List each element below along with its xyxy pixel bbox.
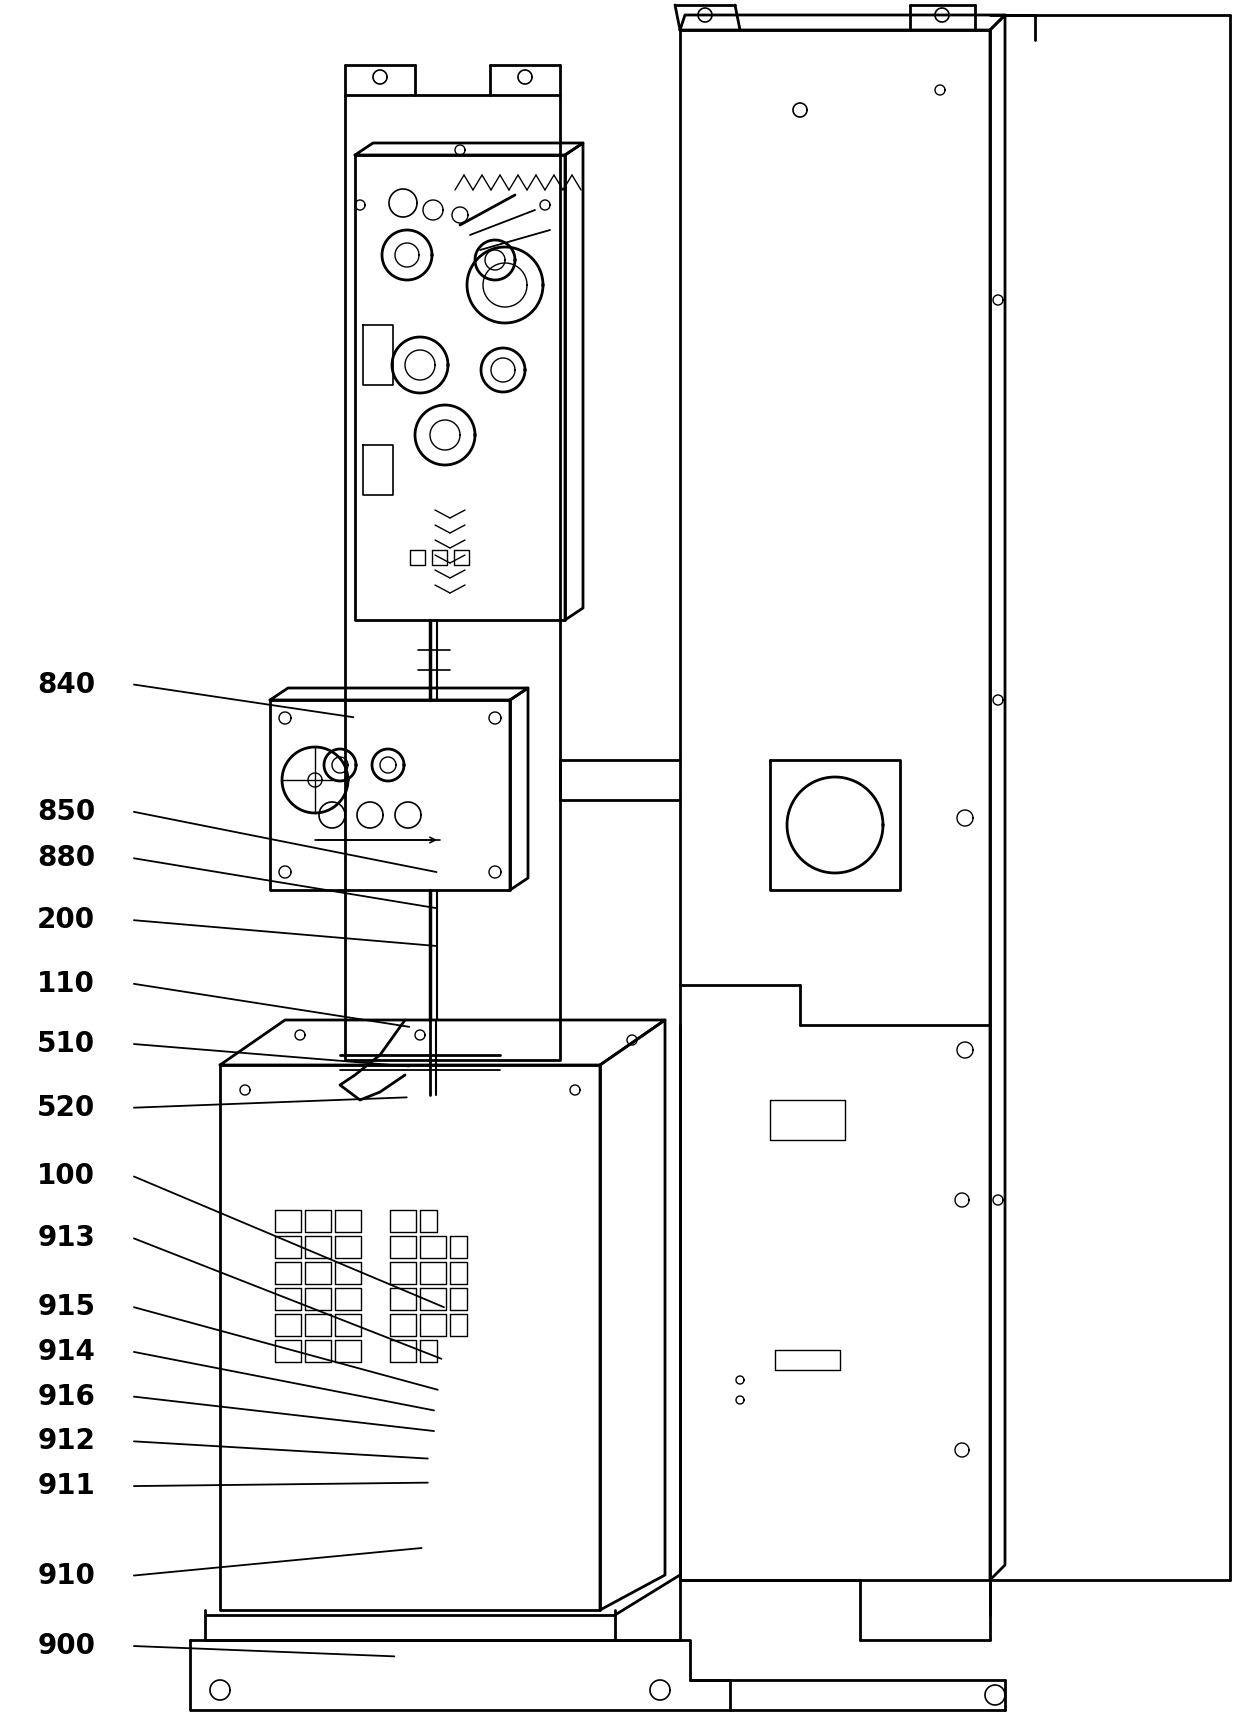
Text: 110: 110	[37, 970, 95, 998]
Text: 200: 200	[37, 906, 95, 934]
Text: 911: 911	[37, 1472, 95, 1500]
Text: 915: 915	[37, 1293, 95, 1321]
Text: 912: 912	[37, 1428, 95, 1455]
Text: 840: 840	[37, 671, 95, 698]
Text: 520: 520	[37, 1094, 95, 1121]
Text: 913: 913	[37, 1225, 95, 1252]
Text: 914: 914	[37, 1338, 95, 1366]
Text: 880: 880	[37, 845, 95, 872]
Text: 510: 510	[37, 1030, 95, 1058]
Text: 900: 900	[37, 1632, 95, 1660]
Text: 910: 910	[37, 1562, 95, 1589]
Text: 100: 100	[37, 1163, 95, 1190]
Text: 850: 850	[37, 798, 95, 826]
Text: 916: 916	[37, 1383, 95, 1410]
